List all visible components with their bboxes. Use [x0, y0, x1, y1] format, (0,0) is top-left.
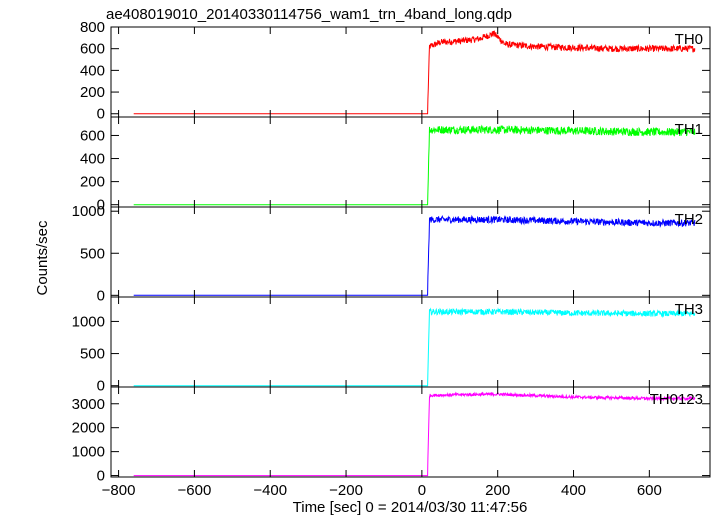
y-tick-label: 1000: [72, 203, 105, 220]
y-tick-label: 600: [80, 127, 105, 144]
series-label: TH0: [675, 31, 703, 48]
y-tick-label: 800: [80, 19, 105, 36]
x-tick-label: 0: [418, 482, 426, 499]
series-th0-line: [133, 30, 696, 115]
y-tick-label: 0: [97, 468, 105, 485]
series-th2-line: [133, 214, 696, 296]
y-tick-label: 0: [97, 378, 105, 395]
y-tick-label: 0: [97, 106, 105, 123]
series-th1-line: [133, 124, 696, 206]
y-tick-label: 0: [97, 197, 105, 214]
y-tick-label: 500: [80, 346, 105, 363]
y-tick-label: 600: [80, 41, 105, 58]
x-axis-label: Time [sec] 0 = 2014/03/30 11:47:56: [293, 499, 528, 516]
y-axis-label: Counts/sec: [34, 220, 51, 296]
series-th3-line: [133, 307, 696, 387]
panel-frame: [110, 206, 711, 298]
panel-th2: 0 500 1000 TH2: [72, 203, 711, 304]
panel-th3: 0 500 1000 TH3: [72, 296, 711, 395]
panel-th0: 0 200 400 600 800 TH0: [80, 19, 711, 123]
x-tick-label: 400: [561, 482, 586, 499]
series-label: TH2: [675, 211, 703, 228]
panel-th1: 0 200 400 600 TH1: [80, 116, 711, 214]
y-tick-label: 3000: [72, 396, 105, 413]
y-tick-label: 400: [80, 151, 105, 168]
x-tick-label: −800: [102, 482, 136, 499]
y-tick-label: 2000: [72, 420, 105, 437]
x-tick-label: −400: [253, 482, 287, 499]
x-tick-label: 600: [637, 482, 662, 499]
y-tick-label: 200: [80, 84, 105, 101]
panel-frame: [110, 386, 711, 478]
series-label: TH3: [675, 301, 703, 318]
panel-frame: [110, 26, 711, 118]
y-tick-label: 0: [97, 287, 105, 304]
y-tick-label: 200: [80, 174, 105, 191]
panel-th0123: 0 1000 2000 3000 TH0123: [72, 386, 711, 485]
panel-frame: [110, 296, 711, 388]
chart-title: ae408019010_20140330114756_wam1_trn_4ban…: [106, 6, 512, 23]
x-tick-label: −600: [178, 482, 212, 499]
y-tick-label: 1000: [72, 444, 105, 461]
x-tick-label: 200: [485, 482, 510, 499]
series-label: TH0123: [650, 391, 703, 408]
y-tick-label: 400: [80, 62, 105, 79]
series-th0123-line: [133, 391, 696, 477]
x-tick-label: −200: [329, 482, 363, 499]
y-tick-label: 1000: [72, 313, 105, 330]
y-tick-label: 500: [80, 245, 105, 262]
series-label: TH1: [675, 121, 703, 138]
